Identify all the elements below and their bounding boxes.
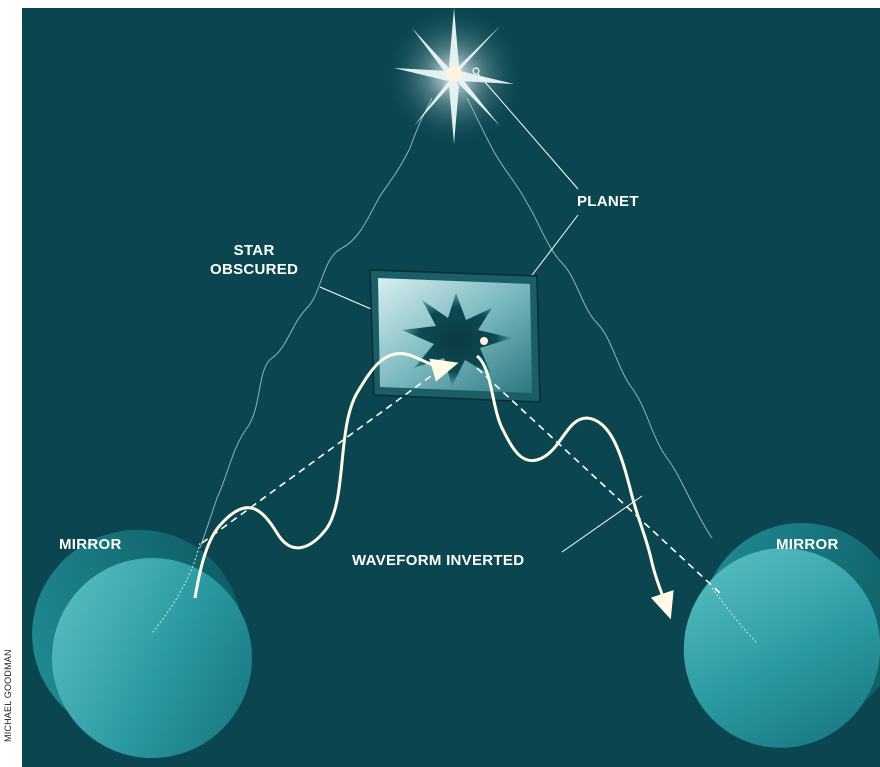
waveform-leader xyxy=(561,495,643,553)
photo-credit: MICHAEL GOODMAN xyxy=(3,649,13,742)
planet-icon xyxy=(472,67,480,75)
incoming-wave-left xyxy=(199,97,433,549)
label-planet: PLANET xyxy=(577,193,639,210)
label-mirror-left: MIRROR xyxy=(59,536,122,553)
waveform-beam-right xyxy=(475,354,674,620)
mirror-focus-left xyxy=(151,542,201,634)
mirror-left xyxy=(32,529,252,758)
planet-image xyxy=(480,337,488,345)
incoming-waveforms xyxy=(199,97,713,549)
diagram-panel: PLANET STAR OBSCURED MIRROR MIRROR WAVEF… xyxy=(22,8,880,767)
planet-leader-top xyxy=(477,73,579,190)
waveform-beams xyxy=(193,351,674,620)
diagram-artwork xyxy=(32,8,880,758)
waveform-beam-left xyxy=(193,351,459,599)
dashed-beams xyxy=(201,367,721,594)
label-star-obscured: STAR OBSCURED xyxy=(210,241,298,279)
coronagraph-mask xyxy=(369,269,541,403)
label-mirror-right: MIRROR xyxy=(776,536,839,553)
star-core xyxy=(446,66,462,82)
mirror-focus-right xyxy=(711,587,758,644)
dashed-beam-left xyxy=(201,367,443,544)
incoming-wave-right xyxy=(466,97,713,539)
star-icon xyxy=(394,8,514,144)
label-star-obscured-line2: OBSCURED xyxy=(210,261,299,278)
mirror-right xyxy=(683,523,880,748)
label-waveform-inverted: WAVEFORM INVERTED xyxy=(352,552,525,569)
label-star-obscured-line1: STAR xyxy=(233,242,275,259)
